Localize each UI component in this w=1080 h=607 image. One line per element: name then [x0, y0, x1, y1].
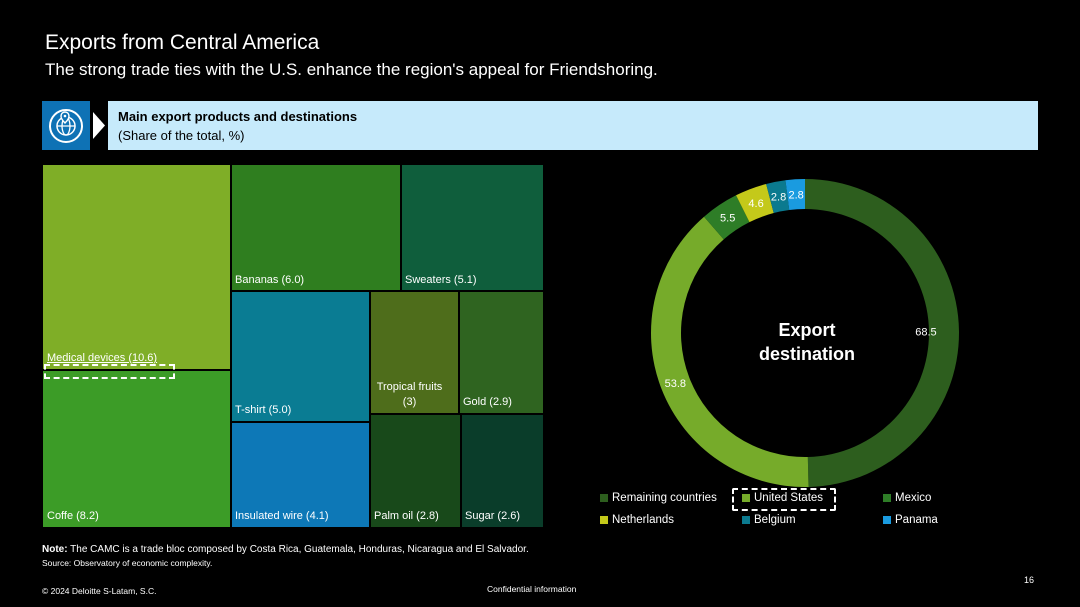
legend-label: Mexico	[895, 492, 932, 504]
banner-subtitle: (Share of the total, %)	[118, 128, 245, 143]
legend-swatch	[883, 516, 891, 524]
source-note: Source: Observatory of economic complexi…	[42, 558, 213, 568]
banner-arrow	[90, 101, 108, 150]
page-subtitle: The strong trade ties with the U.S. enha…	[45, 60, 658, 79]
legend-highlight-box	[732, 488, 836, 511]
legend-swatch	[742, 494, 750, 502]
legend-label: Netherlands	[612, 514, 675, 526]
donut-center-label: destination	[759, 344, 855, 364]
treemap-label-bananas: Bananas (6.0)	[235, 274, 305, 286]
treemap-label-palm-oil: Palm oil (2.8)	[374, 510, 439, 522]
donut-data-label: 2.8	[788, 189, 803, 201]
legend-swatch	[600, 516, 608, 524]
donut-slice-netherlands	[736, 183, 774, 223]
legend-item-remaining: Remaining countries	[600, 492, 717, 504]
legend-label: Remaining countries	[612, 492, 717, 504]
footnote: Note: The CAMC is a trade bloc composed …	[42, 544, 529, 555]
treemap-cell-medical-devices	[42, 164, 231, 370]
confidential-label: Confidential information	[487, 584, 577, 594]
note-label: Note:	[42, 544, 68, 555]
treemap-label-gold: Gold (2.9)	[463, 396, 512, 408]
chevron-right-icon	[93, 112, 105, 139]
donut-data-label: 53.8	[665, 378, 686, 390]
treemap-label-tropical-fruits-name: Tropical fruits	[376, 381, 443, 393]
donut-data-label: 68.5	[915, 326, 936, 338]
legend-swatch	[600, 494, 608, 502]
donut-svg: 68.5 53.8 5.5 4.6 2.8 2.8 Export destination	[651, 179, 959, 487]
treemap-cell-t-shirt	[231, 291, 370, 422]
copyright: © 2024 Deloitte S-Latam, S.C.	[42, 586, 157, 596]
donut-slice-remaining-countries	[805, 179, 959, 487]
treemap-cell-insulated-wire	[231, 422, 370, 528]
treemap-label-sweaters: Sweaters (5.1)	[405, 274, 477, 286]
page-number: 16	[1024, 575, 1035, 585]
treemap-label-insulated-wire: Insulated wire (4.1)	[235, 510, 329, 522]
legend-item-belgium: Belgium	[742, 514, 796, 526]
treemap-label-medical-devices: Medical devices (10.6)	[47, 352, 158, 364]
note-text: The CAMC is a trade bloc composed by Cos…	[70, 544, 529, 555]
donut-data-label: 2.8	[771, 192, 786, 204]
chart-banner: Main export products and destinations (S…	[42, 101, 1038, 150]
donut-slice-united-states	[651, 216, 809, 487]
banner-icon-box	[42, 101, 90, 150]
legend-item-united-states: United States	[742, 492, 823, 504]
donut-data-label: 4.6	[748, 198, 763, 210]
treemap-label-sugar: Sugar (2.6)	[465, 510, 521, 522]
treemap-cell-tropical-fruits	[370, 291, 459, 414]
donut-data-label: 5.5	[720, 212, 735, 224]
globe-location-icon	[49, 108, 83, 143]
banner-title: Main export products and destinations	[118, 109, 358, 124]
treemap-cell-gold	[459, 291, 544, 414]
treemap-cell-coffe	[42, 370, 231, 528]
treemap-label-tropical-fruits: Tropical fruits (3)	[376, 381, 443, 408]
page-title: Exports from Central America	[45, 31, 320, 54]
legend-label: United States	[754, 492, 824, 504]
donut-chart: 68.5 53.8 5.5 4.6 2.8 2.8 Export destination	[620, 168, 990, 488]
legend-swatch	[742, 516, 750, 524]
highlight-box	[44, 364, 175, 379]
legend-swatch	[883, 494, 891, 502]
donut-slice-belgium	[766, 180, 790, 214]
donut-slice-mexico	[704, 195, 750, 240]
legend-item-panama: Panama	[883, 514, 938, 526]
legend-label: Belgium	[754, 514, 796, 526]
treemap-cell-sugar	[461, 414, 544, 528]
donut-slice-panama	[785, 179, 805, 211]
treemap-label-t-shirt: T-shirt (5.0)	[235, 404, 292, 416]
treemap-label-coffe: Coffe (8.2)	[47, 510, 99, 522]
treemap-chart: Medical devices (10.6) Coffe (8.2) Banan…	[42, 164, 544, 528]
legend-label: Panama	[895, 514, 938, 526]
donut-center-label: Export	[778, 320, 835, 340]
treemap-cell-bananas	[231, 164, 401, 291]
treemap-cell-palm-oil	[370, 414, 461, 528]
legend-item-netherlands: Netherlands	[600, 514, 674, 526]
treemap-label-tropical-fruits-value: 3	[406, 396, 413, 408]
legend-item-mexico: Mexico	[883, 492, 931, 504]
treemap-cell-sweaters	[401, 164, 544, 291]
